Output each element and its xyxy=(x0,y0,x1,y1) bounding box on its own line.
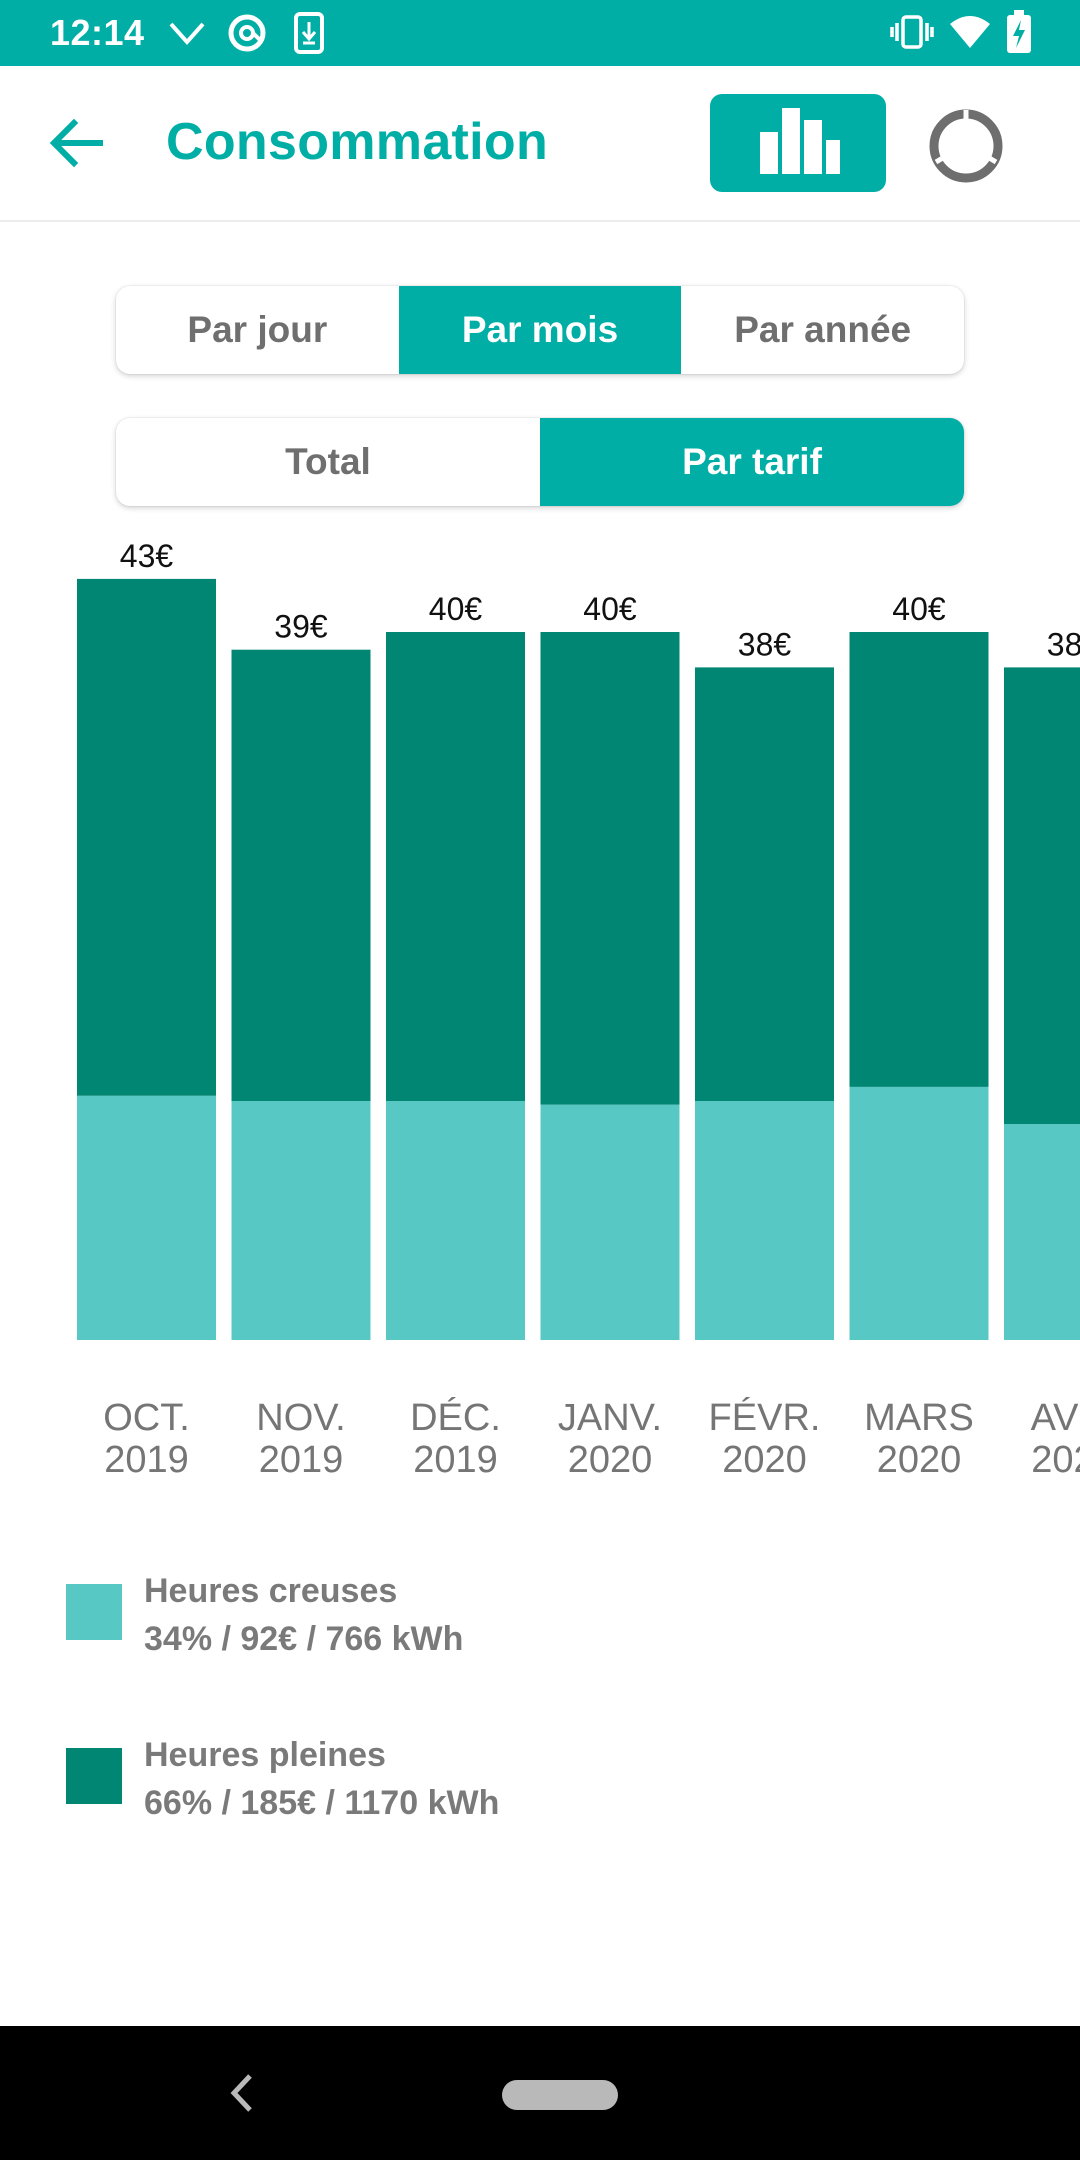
period-selector: Par jour Par mois Par année xyxy=(116,286,964,374)
x-tick-year: 2020 xyxy=(722,1439,807,1481)
x-tick-label: DÉC. 2019 xyxy=(381,1397,531,1481)
bar-segment-heures-pleines xyxy=(849,632,989,1087)
bar-segment-heures-pleines xyxy=(1004,667,1080,1125)
bar-segment-heures-pleines xyxy=(231,649,371,1102)
donut-chart-view-button[interactable] xyxy=(924,104,1008,188)
bar-segment-heures-creuses xyxy=(695,1101,834,1340)
x-tick-year: 2020 xyxy=(876,1439,962,1481)
legend-label: Heures creuses xyxy=(144,1572,398,1610)
bar-segment-heures-pleines xyxy=(77,578,216,1096)
x-tick-month: NOV. xyxy=(256,1397,346,1439)
x-tick-month: FÉVR. xyxy=(708,1397,821,1439)
bar-total-label: 40€ xyxy=(429,591,483,627)
bar-segment-heures-creuses xyxy=(540,1104,680,1340)
x-tick-month: AVR. xyxy=(1030,1397,1080,1439)
bar-segment-heures-pleines xyxy=(386,632,525,1102)
vibrate-icon xyxy=(890,14,934,55)
battery-charging-icon xyxy=(1006,10,1032,59)
bar-segment-heures-pleines xyxy=(695,667,834,1102)
x-tick-label: FÉVR. 2020 xyxy=(690,1397,840,1481)
page-title: Consommation xyxy=(166,113,549,171)
bar-total-label: 38€ xyxy=(738,626,792,662)
x-tick-year: 2019 xyxy=(413,1439,498,1481)
at-sign-icon xyxy=(226,12,268,59)
x-tick-month: DÉC. xyxy=(410,1397,501,1439)
x-tick-label: JANV. 2020 xyxy=(535,1397,685,1481)
x-tick-label: OCT. 2019 xyxy=(72,1397,222,1481)
app-bar: Consommation xyxy=(0,66,1080,222)
wifi-icon xyxy=(948,14,992,55)
donut-chart-icon xyxy=(929,109,1003,183)
nav-back-button[interactable] xyxy=(222,2070,262,2116)
tab-par-tarif[interactable]: Par tarif xyxy=(540,418,964,506)
tab-par-jour[interactable]: Par jour xyxy=(187,309,328,350)
bar-segment-heures-pleines xyxy=(540,632,680,1105)
bar-total-label: 43€ xyxy=(120,540,174,574)
bar-chart-icon xyxy=(760,108,840,174)
mode-selector: Total Par tarif xyxy=(116,418,964,506)
bar-chart-view-button[interactable] xyxy=(710,94,886,192)
bar-total-label: 40€ xyxy=(892,591,946,627)
bar-segment-heures-creuses xyxy=(77,1095,216,1340)
legend-label: Heures pleines xyxy=(144,1736,386,1774)
consumption-bar-chart: 43€ 39€ 40€ 40€ 38€ 40€ 38€ xyxy=(77,540,1080,1340)
x-tick-month: MARS xyxy=(864,1397,974,1439)
tab-par-mois[interactable]: Par mois xyxy=(398,286,682,374)
status-time: 12:14 xyxy=(50,12,145,53)
legend-swatch-heures-creuses xyxy=(66,1584,122,1640)
legend-detail: 66% / 185€ / 1170 kWh xyxy=(144,1784,500,1822)
x-tick-year: 2019 xyxy=(258,1439,344,1481)
legend-swatch-heures-pleines xyxy=(66,1748,122,1804)
nav-back-icon xyxy=(230,2074,252,2112)
tab-par-annee[interactable]: Par année xyxy=(734,309,912,350)
bar-total-label: 39€ xyxy=(274,609,328,645)
x-tick-month: OCT. xyxy=(103,1397,190,1439)
x-tick-year: 2020 xyxy=(567,1439,653,1481)
bar-total-label: 38€ xyxy=(1047,626,1080,662)
x-tick-label: AVR.2020 xyxy=(999,1397,1080,1481)
chevron-down-icon xyxy=(168,16,206,55)
legend-detail: 34% / 92€ / 766 kWh xyxy=(144,1620,464,1658)
tab-total[interactable]: Total xyxy=(285,441,371,482)
bar-segment-heures-creuses xyxy=(1004,1124,1080,1340)
x-tick-year: 2020 xyxy=(1031,1439,1080,1481)
bar-segment-heures-creuses xyxy=(231,1101,371,1340)
system-nav-bar xyxy=(0,2026,1080,2160)
x-tick-month: JANV. xyxy=(557,1397,663,1439)
back-button[interactable] xyxy=(44,110,110,176)
x-tick-label: MARS 2020 xyxy=(844,1397,994,1481)
bar-segment-heures-creuses xyxy=(849,1086,989,1340)
arrow-left-icon xyxy=(49,118,103,168)
bar-segment-heures-creuses xyxy=(386,1101,525,1340)
status-bar: 12:14 xyxy=(0,0,1080,66)
x-tick-label: NOV. 2019 xyxy=(226,1397,376,1481)
bar-total-label: 40€ xyxy=(583,591,637,627)
x-tick-year: 2019 xyxy=(104,1439,189,1481)
download-icon xyxy=(294,12,324,59)
nav-home-pill-icon[interactable] xyxy=(502,2080,618,2110)
